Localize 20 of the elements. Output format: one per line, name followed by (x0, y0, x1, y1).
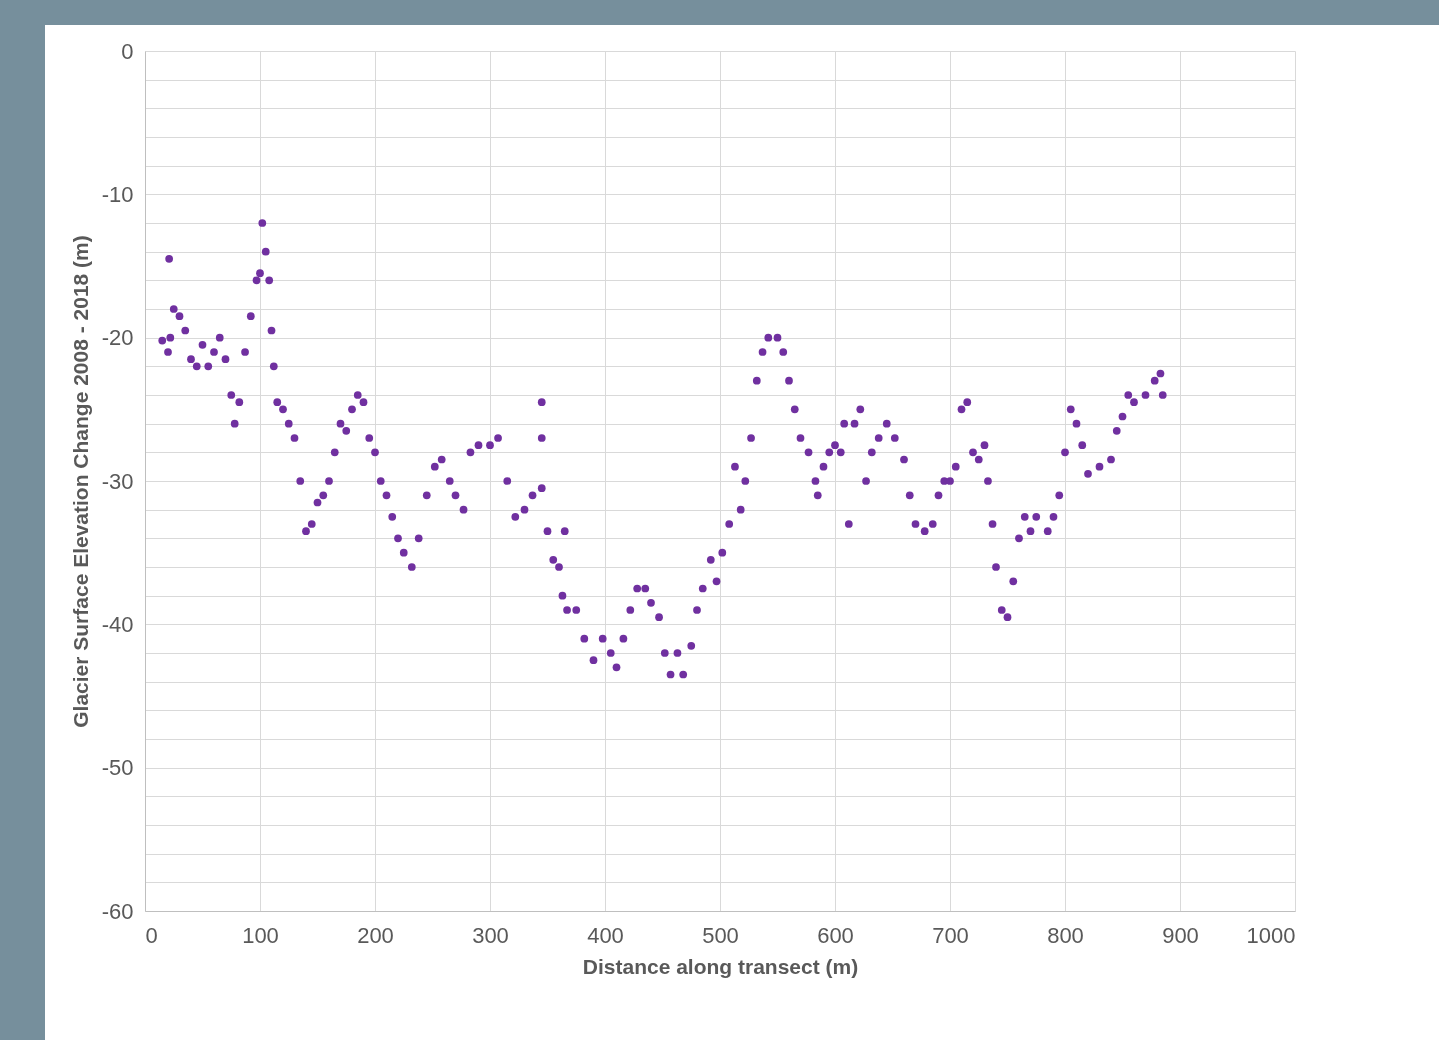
x-tick-label: 800 (1047, 922, 1084, 948)
x-tick-label: 300 (472, 922, 509, 948)
y-tick-label: 0 (121, 38, 134, 64)
x-tick-label: 700 (932, 922, 969, 948)
y-tick-label: -50 (101, 755, 134, 781)
y-tick-label: -20 (101, 325, 134, 351)
x-tick-label: 500 (702, 922, 739, 948)
x-tick-label: 100 (242, 922, 279, 948)
x-tick-label: 600 (817, 922, 854, 948)
x-tick-label: 0 (145, 922, 158, 948)
x-axis-title: Distance along transect (m) (582, 954, 859, 978)
x-tick-label: 200 (357, 922, 394, 948)
y-tick-label: -40 (101, 611, 134, 637)
x-tick-label: 900 (1162, 922, 1199, 948)
x-tick-label: 1000 (1246, 922, 1296, 948)
y-tick-label: -10 (101, 181, 134, 207)
y-axis-title: Glacier Surface Elevation Change 2008 - 2018 (m) (68, 235, 92, 728)
x-tick-label: 400 (587, 922, 624, 948)
y-tick-label: -60 (101, 898, 134, 924)
y-tick-label: -30 (101, 468, 134, 494)
